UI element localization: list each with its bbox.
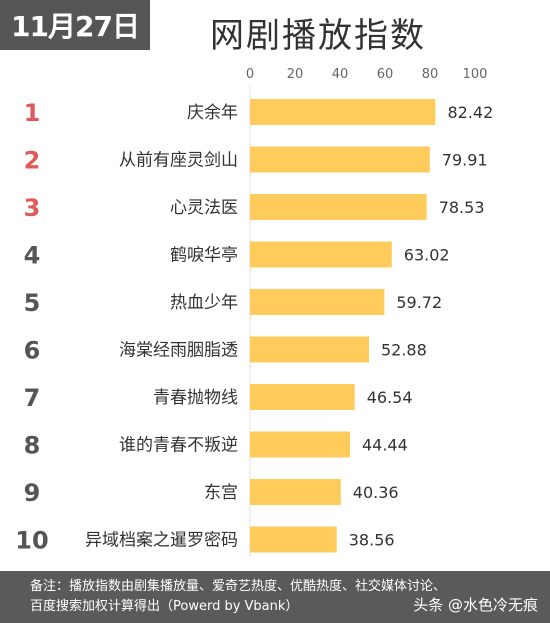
bar	[250, 526, 337, 553]
footer-note: 备注：播放指数由剧集播放量、爱奇艺热度、优酷热度、社交媒体讨论、 百度搜索加权计…	[0, 571, 550, 623]
x-tick-label: 0	[246, 67, 254, 82]
rank-number: 10	[15, 527, 48, 555]
category-label: 心灵法医	[170, 198, 238, 218]
bar	[250, 194, 427, 220]
category-label: 青春抛物线	[153, 388, 238, 408]
category-label: 东宫	[204, 483, 238, 503]
rank-number: 8	[24, 432, 41, 460]
bar	[250, 479, 341, 505]
data-label: 78.53	[439, 198, 485, 217]
rank-number: 3	[24, 194, 41, 222]
data-label: 59.72	[396, 293, 442, 312]
data-label: 63.02	[404, 246, 450, 265]
bar-chart: 0 20 40 60 80 100 1 庆余年 82.42 2 从前有座灵剑山 79.91 3 心灵法医 7…	[15, 67, 493, 557]
category-label: 异域档案之暹罗密码	[85, 531, 238, 551]
category-label: 从前有座灵剑山	[119, 151, 238, 171]
bar	[250, 336, 369, 363]
category-label: 热血少年	[170, 293, 238, 313]
data-label: 38.56	[349, 531, 395, 550]
rank-number: 1	[24, 99, 41, 127]
category-label: 海棠经雨胭脂透	[119, 341, 238, 361]
footer-note-line1: 备注：播放指数由剧集播放量、爱奇艺热度、优酷热度、社交媒体讨论、	[30, 579, 447, 594]
category-label: 鹤唳华亭	[170, 246, 238, 266]
footer-note-line2: 百度搜索加权计算得出（Powerd by Vbank）	[30, 599, 299, 614]
data-label: 79.91	[442, 151, 488, 170]
data-label: 46.54	[367, 388, 413, 407]
x-tick-label: 40	[332, 67, 349, 82]
rank-number: 9	[24, 479, 41, 507]
x-tick-label: 60	[377, 67, 394, 82]
x-tick-label: 100	[463, 67, 488, 82]
bar	[250, 384, 355, 410]
rank-number: 5	[24, 289, 41, 317]
category-label: 谁的青春不叛逆	[119, 436, 238, 456]
data-label: 40.36	[353, 483, 399, 502]
rank-number: 7	[24, 384, 41, 412]
rank-number: 2	[24, 147, 41, 175]
bar	[250, 431, 350, 458]
rank-number: 4	[24, 242, 41, 270]
chart-title: 网剧播放指数	[210, 16, 426, 56]
rank-number: 6	[24, 337, 41, 365]
bar	[250, 99, 436, 125]
bar	[250, 241, 392, 268]
watermark: 头条 @水色冷无痕	[413, 596, 538, 614]
bar	[250, 289, 385, 315]
x-tick-label: 80	[422, 67, 439, 82]
data-label: 82.42	[447, 103, 493, 122]
bar	[250, 146, 430, 173]
date-badge: 11月27日	[0, 0, 150, 50]
category-label: 庆余年	[187, 103, 238, 123]
data-label: 44.44	[362, 436, 408, 455]
data-label: 52.88	[381, 341, 427, 360]
x-tick-label: 20	[287, 67, 304, 82]
